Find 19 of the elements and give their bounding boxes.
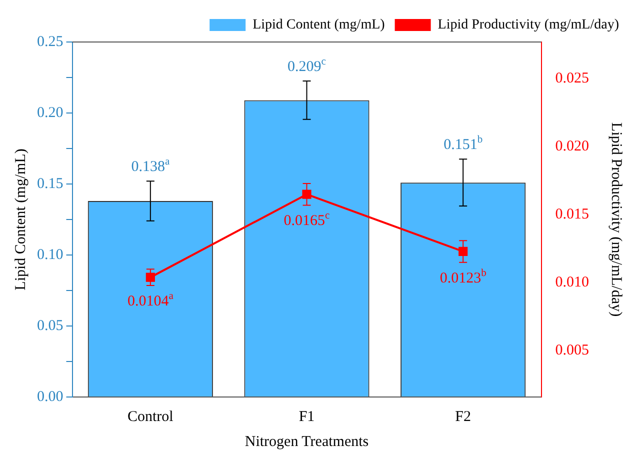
y2-tick-label: 0.010	[555, 274, 589, 291]
y2-tick-label: 0.025	[555, 70, 589, 87]
y-tick-label: 0.15	[37, 176, 64, 192]
y2-tick-label: 0.015	[555, 206, 589, 223]
y-axis-title: Lipid Content (mg/mL)	[12, 148, 29, 290]
legend-label: Lipid Content (mg/mL)	[252, 18, 386, 33]
y-tick-label: 0.00	[37, 388, 64, 405]
legend-label: Lipid Productivity (mg/mL/day)	[438, 18, 620, 33]
x-axis-title: Nitrogen Treatments	[244, 434, 369, 450]
x-tick-label: F1	[298, 408, 315, 425]
y2-axis-title: Lipid Productivity (mg/mL/day)	[608, 122, 624, 317]
y2-tick-label: 0.005	[555, 342, 589, 359]
y2-tick-label: 0.020	[555, 138, 589, 155]
x-tick-label: F2	[455, 408, 472, 425]
y-tick-label: 0.10	[37, 246, 64, 263]
y-tick-label: 0.25	[37, 34, 64, 50]
x-tick-label: Control	[127, 408, 174, 425]
y-tick-label: 0.20	[37, 104, 64, 121]
y-tick-label: 0.05	[37, 318, 64, 334]
